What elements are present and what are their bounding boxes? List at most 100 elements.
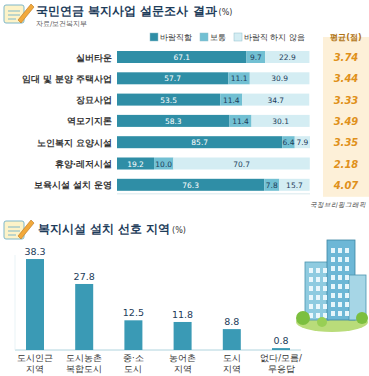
category-label: 장묘사업 — [76, 95, 112, 105]
data-label: 11.1 — [231, 74, 248, 83]
bar-segment — [242, 94, 309, 106]
category-line: 지역 — [223, 364, 241, 374]
data-label: 57.7 — [164, 74, 181, 83]
bar-segment — [117, 115, 230, 127]
bar-segment — [282, 136, 294, 148]
data-label: 15.7 — [286, 181, 303, 190]
data-label: 19.2 — [127, 160, 144, 169]
data-label: 12.5 — [123, 307, 144, 318]
window — [338, 257, 342, 262]
window — [338, 302, 342, 307]
icon-line — [8, 227, 20, 228]
data-label: 70.7 — [233, 160, 250, 169]
window — [345, 302, 349, 307]
category-line: 무응답 — [268, 364, 295, 374]
tree — [296, 311, 310, 325]
bar — [272, 348, 290, 350]
window — [331, 302, 335, 307]
icon — [4, 4, 34, 23]
data-label: 67.1 — [173, 53, 190, 62]
window — [309, 295, 313, 300]
average-value: 3.33 — [334, 95, 359, 106]
window — [345, 275, 349, 280]
window — [345, 257, 349, 262]
category-label: 역모기지론 — [67, 116, 112, 126]
y-axis — [15, 255, 16, 350]
legend-label: 보통 — [210, 33, 226, 42]
window — [323, 295, 327, 300]
window — [323, 286, 327, 291]
window — [316, 313, 320, 318]
illustration — [296, 240, 368, 332]
legend-label: 바람직 하지 않음 — [244, 33, 305, 42]
window — [323, 304, 327, 309]
bar — [174, 322, 192, 350]
category-label: 중·소도시 — [123, 353, 144, 374]
window — [309, 268, 313, 273]
icon-pencil — [18, 220, 34, 239]
window — [345, 284, 349, 289]
category-label: 농어촌지역 — [169, 353, 196, 374]
category-label: 도시농촌복합도시 — [66, 353, 102, 374]
bar-segment — [265, 51, 309, 63]
unit: (%) — [172, 226, 186, 235]
bar — [124, 320, 142, 350]
data-label: 6.4 — [283, 138, 295, 147]
window — [345, 248, 349, 253]
credit: 국정브리핑그래픽 — [310, 201, 366, 209]
window — [316, 295, 320, 300]
bar-segment — [117, 94, 220, 106]
category-label: 도시지역 — [223, 353, 241, 374]
data-labels: 67.19.722.957.711.130.953.511.434.758.31… — [127, 53, 308, 190]
bar-segment — [173, 158, 309, 170]
bar-segment — [154, 158, 173, 170]
category-line: 도시인근 — [17, 353, 53, 363]
data-label: 7.9 — [296, 138, 308, 147]
bar-segment — [117, 51, 247, 63]
source: 자료/보건복지부 — [36, 20, 87, 28]
avg-panel — [323, 37, 369, 197]
window — [309, 277, 313, 282]
legend-swatch — [150, 33, 158, 41]
bars — [117, 51, 310, 191]
window — [331, 275, 335, 280]
window — [338, 248, 342, 253]
data-label: 58.3 — [165, 117, 182, 126]
bar-segment — [247, 51, 266, 63]
window — [323, 277, 327, 282]
window — [309, 304, 313, 309]
bar — [223, 329, 241, 350]
data-label: 8.8 — [224, 316, 239, 327]
average-value: 3.74 — [334, 52, 359, 63]
category-line: 도시 — [124, 364, 142, 374]
bar — [75, 284, 93, 350]
legend-swatch — [200, 33, 208, 41]
unit: (%) — [219, 8, 233, 17]
category-label: 임대 및 분양 주택사업 — [22, 74, 112, 84]
window — [345, 293, 349, 298]
category-line: 도시 — [223, 353, 241, 363]
window — [338, 275, 342, 280]
data-label: 53.5 — [160, 96, 177, 105]
category-line: 복합도시 — [66, 364, 102, 374]
icon — [4, 220, 34, 239]
ground — [296, 312, 368, 332]
window — [316, 286, 320, 291]
icon-line — [8, 11, 20, 12]
data-label: 76.3 — [182, 181, 199, 190]
window — [338, 266, 342, 271]
data-label: 27.8 — [74, 271, 95, 282]
window — [316, 268, 320, 273]
average-value: 3.35 — [334, 137, 359, 148]
icon-line — [8, 15, 20, 16]
window — [316, 304, 320, 309]
window — [331, 293, 335, 298]
window — [338, 311, 342, 316]
bar-segment — [252, 115, 310, 127]
category-line: 농어촌 — [169, 353, 196, 363]
data-label: 85.7 — [191, 138, 208, 147]
window — [338, 293, 342, 298]
average-value: 3.49 — [334, 116, 359, 127]
category-label: 도시인근지역 — [17, 353, 53, 374]
category-label: 보육시설 설치 운영 — [34, 180, 112, 190]
